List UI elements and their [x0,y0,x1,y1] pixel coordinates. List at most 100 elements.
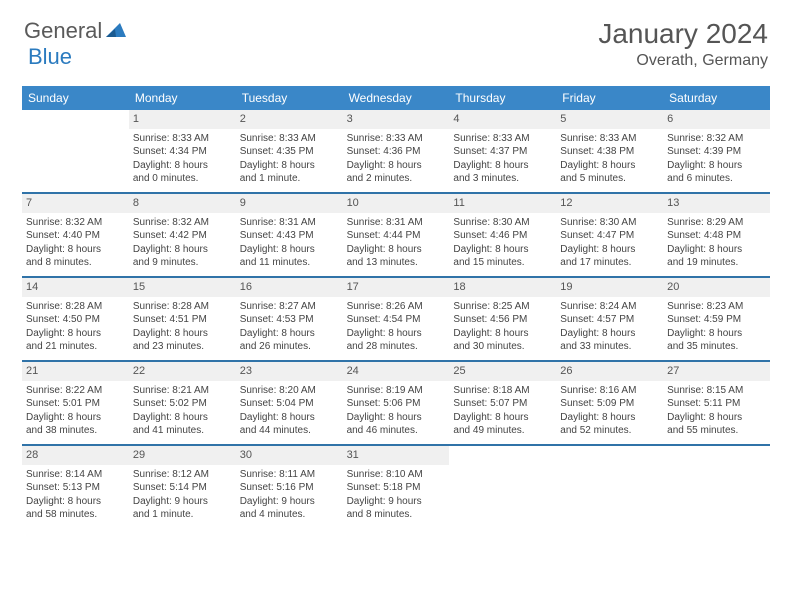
sunset-text: Sunset: 4:53 PM [240,313,339,327]
date-number: 6 [663,110,770,129]
date-number: 30 [236,446,343,465]
sunrise-text: Sunrise: 8:30 AM [453,216,552,230]
sunrise-text: Sunrise: 8:31 AM [347,216,446,230]
daylight1-text: Daylight: 8 hours [560,327,659,341]
sunrise-text: Sunrise: 8:25 AM [453,300,552,314]
daylight2-text: and 55 minutes. [667,424,766,438]
daylight1-text: Daylight: 8 hours [667,327,766,341]
daylight1-text: Daylight: 8 hours [453,243,552,257]
calendar-cell: 17Sunrise: 8:26 AMSunset: 4:54 PMDayligh… [343,278,450,360]
daylight2-text: and 11 minutes. [240,256,339,270]
sunset-text: Sunset: 4:35 PM [240,145,339,159]
sunset-text: Sunset: 4:39 PM [667,145,766,159]
daylight1-text: Daylight: 8 hours [453,327,552,341]
daylight1-text: Daylight: 8 hours [26,411,125,425]
daylight1-text: Daylight: 8 hours [133,327,232,341]
date-number: 19 [556,278,663,297]
sunset-text: Sunset: 4:40 PM [26,229,125,243]
date-number: 1 [129,110,236,129]
sunrise-text: Sunrise: 8:32 AM [667,132,766,146]
daylight2-text: and 0 minutes. [133,172,232,186]
date-number: 5 [556,110,663,129]
daylight1-text: Daylight: 8 hours [240,243,339,257]
sunset-text: Sunset: 4:56 PM [453,313,552,327]
calendar-cell: 1Sunrise: 8:33 AMSunset: 4:34 PMDaylight… [129,110,236,192]
date-number: 25 [449,362,556,381]
sunset-text: Sunset: 4:47 PM [560,229,659,243]
sunrise-text: Sunrise: 8:29 AM [667,216,766,230]
sunset-text: Sunset: 5:11 PM [667,397,766,411]
daylight2-text: and 6 minutes. [667,172,766,186]
daylight1-text: Daylight: 8 hours [667,243,766,257]
sunrise-text: Sunrise: 8:33 AM [560,132,659,146]
calendar-cell: 12 Sunrise: 8:30 AMSunset: 4:47 PMDayligh… [556,194,663,276]
logo-part2-wrap: Blue [28,44,72,70]
logo-part2: Blue [28,44,72,69]
daylight1-text: Daylight: 8 hours [26,495,125,509]
sunrise-text: Sunrise: 8:32 AM [133,216,232,230]
sunrise-text: Sunrise: 8:28 AM [26,300,125,314]
sunset-text: Sunset: 4:38 PM [560,145,659,159]
sunrise-text: Sunrise: 8:23 AM [667,300,766,314]
daylight1-text: Daylight: 8 hours [133,159,232,173]
calendar-cell [449,446,556,528]
calendar-cell: 20Sunrise: 8:23 AMSunset: 4:59 PMDayligh… [663,278,770,360]
daylight1-text: Daylight: 8 hours [560,243,659,257]
daylight1-text: Daylight: 9 hours [240,495,339,509]
date-number: 2 [236,110,343,129]
day-header: Sunday [22,86,129,110]
sunrise-text: Sunrise: 8:33 AM [453,132,552,146]
daylight2-text: and 13 minutes. [347,256,446,270]
sunrise-text: Sunrise: 8:33 AM [133,132,232,146]
sunrise-text: Sunrise: 8:19 AM [347,384,446,398]
calendar-cell: 25Sunrise: 8:18 AMSunset: 5:07 PMDayligh… [449,362,556,444]
sunrise-text: Sunrise: 8:11 AM [240,468,339,482]
daylight2-text: and 8 minutes. [347,508,446,522]
calendar-week: 14Sunrise: 8:28 AMSunset: 4:50 PMDayligh… [22,276,770,360]
sunrise-text: Sunrise: 8:18 AM [453,384,552,398]
sunset-text: Sunset: 4:59 PM [667,313,766,327]
sunset-text: Sunset: 5:02 PM [133,397,232,411]
daylight1-text: Daylight: 8 hours [347,327,446,341]
sunset-text: Sunset: 4:46 PM [453,229,552,243]
sunset-text: Sunset: 5:18 PM [347,481,446,495]
sunrise-text: Sunrise: 8:22 AM [26,384,125,398]
logo-part1: General [24,18,102,44]
date-number: 3 [343,110,450,129]
location: Overath, Germany [598,52,768,70]
calendar-cell: 11Sunrise: 8:30 AMSunset: 4:46 PMDayligh… [449,194,556,276]
date-number: 12 [556,194,663,213]
sunset-text: Sunset: 5:01 PM [26,397,125,411]
daylight2-text: and 33 minutes. [560,340,659,354]
calendar-cell: 7Sunrise: 8:32 AMSunset: 4:40 PMDaylight… [22,194,129,276]
daylight2-text: and 38 minutes. [26,424,125,438]
daylight1-text: Daylight: 9 hours [133,495,232,509]
daylight2-text: and 58 minutes. [26,508,125,522]
daylight2-text: and 17 minutes. [560,256,659,270]
sunset-text: Sunset: 5:14 PM [133,481,232,495]
calendar-cell: 3Sunrise: 8:33 AMSunset: 4:36 PMDaylight… [343,110,450,192]
date-number: 23 [236,362,343,381]
day-header: Thursday [449,86,556,110]
calendar-cell [663,446,770,528]
daylight2-text: and 1 minute. [133,508,232,522]
calendar-cell: 10Sunrise: 8:31 AMSunset: 4:44 PMDayligh… [343,194,450,276]
sunrise-text: Sunrise: 8:20 AM [240,384,339,398]
sunset-text: Sunset: 4:42 PM [133,229,232,243]
logo: General [24,18,128,44]
day-header: Wednesday [343,86,450,110]
daylight2-text: and 28 minutes. [347,340,446,354]
daylight2-text: and 8 minutes. [26,256,125,270]
date-number: 17 [343,278,450,297]
calendar-cell: 28Sunrise: 8:14 AMSunset: 5:13 PMDayligh… [22,446,129,528]
daylight1-text: Daylight: 8 hours [453,411,552,425]
daylight2-text: and 1 minute. [240,172,339,186]
daylight2-text: and 26 minutes. [240,340,339,354]
daylight1-text: Daylight: 8 hours [26,327,125,341]
calendar-cell: 15Sunrise: 8:28 AMSunset: 4:51 PMDayligh… [129,278,236,360]
date-number: 16 [236,278,343,297]
calendar-week: 21Sunrise: 8:22 AMSunset: 5:01 PMDayligh… [22,360,770,444]
calendar-cell: 29Sunrise: 8:12 AMSunset: 5:14 PMDayligh… [129,446,236,528]
daylight1-text: Daylight: 8 hours [667,411,766,425]
sunrise-text: Sunrise: 8:30 AM [560,216,659,230]
